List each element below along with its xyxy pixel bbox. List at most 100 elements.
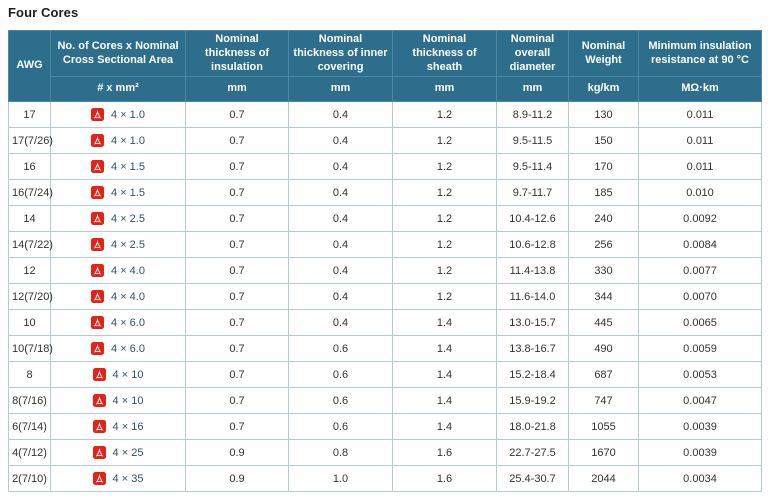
cell-awg: 2(7/10) bbox=[8, 465, 51, 493]
pdf-icon[interactable] bbox=[91, 342, 105, 356]
size-datasheet-link[interactable]: 4 × 6.0 bbox=[111, 342, 145, 355]
size-datasheet-link[interactable]: 4 × 16 bbox=[112, 420, 144, 433]
size-datasheet-link[interactable]: 4 × 25 bbox=[112, 446, 144, 459]
cell-insulation: 0.7 bbox=[185, 205, 289, 233]
col-unit-insulation: mm bbox=[185, 76, 289, 103]
cell-inner-covering: 1.0 bbox=[288, 465, 393, 493]
cell-resistance: 0.0039 bbox=[638, 439, 762, 467]
pdf-icon[interactable] bbox=[91, 134, 105, 148]
pdf-icon[interactable] bbox=[92, 446, 106, 460]
cell-insulation: 0.9 bbox=[185, 465, 289, 493]
pdf-icon[interactable] bbox=[92, 420, 106, 434]
cell-diameter: 8.9-11.2 bbox=[496, 101, 569, 129]
pdf-icon[interactable] bbox=[91, 290, 105, 304]
cell-diameter: 9.7-11.7 bbox=[496, 179, 569, 207]
cell-inner-covering: 0.4 bbox=[288, 309, 393, 337]
size-cell-content: 4 × 35 bbox=[54, 472, 182, 486]
cell-size: 4 × 4.0 bbox=[50, 257, 186, 285]
pdf-icon[interactable] bbox=[91, 212, 105, 226]
size-datasheet-link[interactable]: 4 × 10 bbox=[112, 368, 144, 381]
cell-insulation: 0.7 bbox=[185, 361, 289, 389]
cell-awg: 6(7/14) bbox=[8, 413, 51, 441]
cell-weight: 747 bbox=[568, 387, 639, 415]
pdf-icon[interactable] bbox=[92, 368, 106, 382]
cell-awg: 8(7/16) bbox=[8, 387, 51, 415]
cell-sheath: 1.2 bbox=[392, 231, 497, 259]
pdf-icon[interactable] bbox=[91, 238, 105, 252]
size-datasheet-link[interactable]: 4 × 1.5 bbox=[111, 160, 145, 173]
pdf-icon[interactable] bbox=[92, 394, 106, 408]
table-row: 12 4 × 4.0 0.7 0.4 1.2 11.4-13.8 330 0.0077 bbox=[8, 257, 762, 285]
table-body: 17 4 × 1.0 0.7 0.4 1.2 8.9-11.2 130 0.011 17(7/2… bbox=[8, 101, 762, 493]
cell-size: 4 × 6.0 bbox=[50, 309, 186, 337]
cell-insulation: 0.9 bbox=[185, 439, 289, 467]
table-row: 8 4 × 10 0.7 0.6 1.4 15.2-18.4 687 0.0053 bbox=[8, 361, 762, 389]
cell-diameter: 25.4-30.7 bbox=[496, 465, 569, 493]
cell-size: 4 × 2.5 bbox=[50, 205, 186, 233]
cell-diameter: 11.6-14.0 bbox=[496, 283, 569, 311]
size-datasheet-link[interactable]: 4 × 1.5 bbox=[111, 186, 145, 199]
cell-inner-covering: 0.4 bbox=[288, 283, 393, 311]
cell-inner-covering: 0.6 bbox=[288, 387, 393, 415]
cell-insulation: 0.7 bbox=[185, 335, 289, 363]
cell-resistance: 0.010 bbox=[638, 179, 762, 207]
table-row: 4(7/12) 4 × 25 0.9 0.8 1.6 22.7-27.5 1670 0.003… bbox=[8, 439, 762, 467]
table-row: 14 4 × 2.5 0.7 0.4 1.2 10.4-12.6 240 0.0092 bbox=[8, 205, 762, 233]
table-row: 10(7/18) 4 × 6.0 0.7 0.6 1.4 13.8-16.7 490 0.00… bbox=[8, 335, 762, 363]
cell-weight: 490 bbox=[568, 335, 639, 363]
pdf-icon[interactable] bbox=[91, 186, 105, 200]
table-row: 12(7/20) 4 × 4.0 0.7 0.4 1.2 11.6-14.0 344 0.00… bbox=[8, 283, 762, 311]
pdf-icon[interactable] bbox=[91, 108, 105, 122]
cell-sheath: 1.2 bbox=[392, 179, 497, 207]
size-cell-content: 4 × 16 bbox=[54, 420, 182, 434]
size-cell-content: 4 × 6.0 bbox=[54, 342, 182, 356]
size-datasheet-link[interactable]: 4 × 6.0 bbox=[111, 316, 145, 329]
cell-inner-covering: 0.4 bbox=[288, 101, 393, 129]
size-datasheet-link[interactable]: 4 × 2.5 bbox=[111, 212, 145, 225]
col-unit-cores-area: # x mm² bbox=[50, 76, 186, 103]
cell-sheath: 1.4 bbox=[392, 387, 497, 415]
size-cell-content: 4 × 1.5 bbox=[54, 160, 182, 174]
cell-diameter: 15.2-18.4 bbox=[496, 361, 569, 389]
size-datasheet-link[interactable]: 4 × 1.0 bbox=[111, 134, 145, 147]
cell-diameter: 10.6-12.8 bbox=[496, 231, 569, 259]
col-header-diameter: Nominal overall diameter bbox=[496, 29, 569, 78]
cell-size: 4 × 6.0 bbox=[50, 335, 186, 363]
cell-insulation: 0.7 bbox=[185, 283, 289, 311]
four-cores-table: AWG No. of Cores x Nominal Cross Section… bbox=[8, 29, 762, 493]
pdf-icon[interactable] bbox=[91, 316, 105, 330]
size-datasheet-link[interactable]: 4 × 4.0 bbox=[111, 264, 145, 277]
table-header: AWG No. of Cores x Nominal Cross Section… bbox=[8, 29, 762, 103]
table-row: 10 4 × 6.0 0.7 0.4 1.4 13.0-15.7 445 0.0065 bbox=[8, 309, 762, 337]
cell-sheath: 1.4 bbox=[392, 361, 497, 389]
col-unit-inner-covering: mm bbox=[288, 76, 393, 103]
cell-weight: 2044 bbox=[568, 465, 639, 493]
size-datasheet-link[interactable]: 4 × 4.0 bbox=[111, 290, 145, 303]
cell-size: 4 × 1.5 bbox=[50, 153, 186, 181]
cell-awg: 10 bbox=[8, 309, 51, 337]
size-datasheet-link[interactable]: 4 × 35 bbox=[112, 472, 144, 485]
cell-sheath: 1.4 bbox=[392, 309, 497, 337]
size-datasheet-link[interactable]: 4 × 2.5 bbox=[111, 238, 145, 251]
cell-inner-covering: 0.4 bbox=[288, 231, 393, 259]
cell-size: 4 × 1.0 bbox=[50, 127, 186, 155]
size-datasheet-link[interactable]: 4 × 10 bbox=[112, 394, 144, 407]
size-cell-content: 4 × 2.5 bbox=[54, 238, 182, 252]
size-cell-content: 4 × 4.0 bbox=[54, 290, 182, 304]
col-header-sheath: Nominal thickness of sheath bbox=[392, 29, 497, 78]
table-row: 17(7/26) 4 × 1.0 0.7 0.4 1.2 9.5-11.5 150 0.011 bbox=[8, 127, 762, 155]
pdf-icon[interactable] bbox=[92, 472, 106, 486]
page-title: Four Cores bbox=[8, 5, 79, 20]
cell-insulation: 0.7 bbox=[185, 309, 289, 337]
pdf-icon[interactable] bbox=[91, 264, 105, 278]
cell-inner-covering: 0.4 bbox=[288, 153, 393, 181]
cell-resistance: 0.011 bbox=[638, 101, 762, 129]
cell-weight: 445 bbox=[568, 309, 639, 337]
size-datasheet-link[interactable]: 4 × 1.0 bbox=[111, 108, 145, 121]
cell-size: 4 × 25 bbox=[50, 439, 186, 467]
pdf-icon[interactable] bbox=[91, 160, 105, 174]
cell-awg: 17(7/26) bbox=[8, 127, 53, 155]
size-cell-content: 4 × 10 bbox=[54, 394, 182, 408]
col-unit-sheath: mm bbox=[392, 76, 497, 103]
